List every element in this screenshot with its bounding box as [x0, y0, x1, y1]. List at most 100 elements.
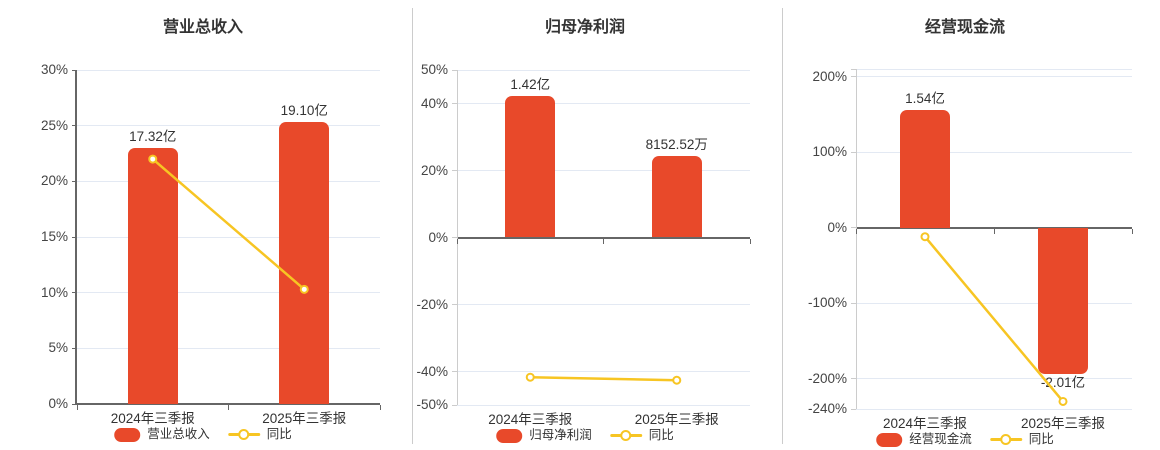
gridline	[77, 125, 380, 127]
y-axis-tick-label: -200%	[807, 370, 847, 386]
gridline	[77, 292, 380, 294]
x-axis-tick	[1131, 228, 1133, 234]
legend-item-yoy-series[interactable]: 同比	[609, 428, 674, 443]
yoy-line-marker[interactable]	[1058, 396, 1068, 406]
gridline	[457, 371, 750, 372]
legend-line-icon	[227, 428, 260, 442]
y-axis-tick-label: 25%	[40, 117, 68, 133]
x-axis-category-label: 2025年三季报	[634, 412, 719, 427]
legend-bar-label: 营业总收入	[147, 427, 210, 441]
y-axis-tick-label: 0%	[428, 229, 448, 245]
gridline	[856, 408, 1132, 410]
yoy-line-marker[interactable]	[525, 372, 535, 382]
gridline	[77, 347, 380, 349]
x-axis-category-label: 2025年三季报	[1020, 416, 1106, 431]
yoy-line	[151, 157, 306, 291]
y-axis-tick-label: 10%	[40, 284, 68, 300]
y-axis-tick	[851, 76, 856, 78]
legend-item-yoy-series[interactable]: 同比	[227, 427, 292, 442]
bar-2025-q3[interactable]	[651, 155, 702, 238]
gridline	[457, 103, 750, 104]
legend-line-icon	[989, 433, 1022, 447]
bar-2024-q3[interactable]	[127, 147, 178, 404]
legend-item-yoy-series[interactable]: 同比	[989, 432, 1054, 447]
bar-value-label: 8152.52万	[645, 136, 708, 152]
gridline	[856, 151, 1132, 153]
yoy-line-marker[interactable]	[299, 284, 309, 294]
legend-bar-swatch	[876, 432, 903, 447]
y-axis-tick-label: 200%	[812, 68, 847, 84]
legend-bar-label: 归母净利润	[529, 428, 592, 442]
legend: 归母净利润 同比	[496, 428, 674, 443]
chart-title: 经营现金流	[924, 19, 1006, 36]
yoy-line-chart	[148, 154, 309, 294]
legend-item-bar-series[interactable]: 营业总收入	[114, 427, 210, 442]
bar-value-label: 19.10亿	[280, 103, 328, 119]
x-axis-tick	[228, 405, 229, 410]
x-axis-tick	[603, 238, 604, 244]
y-axis-tick	[452, 237, 457, 238]
x-axis-tick	[76, 405, 78, 410]
legend-bar-swatch	[496, 428, 523, 443]
bar-2024-q3[interactable]	[900, 109, 950, 228]
legend-line-ring	[237, 428, 249, 440]
y-axis-tick-label: 100%	[812, 144, 847, 160]
x-axis-category-label: 2024年三季报	[110, 411, 195, 426]
zero-axis-line	[77, 403, 380, 405]
legend-bar-swatch	[114, 427, 141, 442]
y-axis-tick	[851, 151, 856, 153]
legend-line-ring	[619, 429, 631, 441]
gridline	[856, 378, 1132, 380]
y-axis-tick	[72, 236, 77, 238]
y-axis-tick-label: 15%	[40, 229, 68, 244]
yoy-line-marker[interactable]	[672, 375, 682, 385]
panel-divider	[782, 8, 783, 444]
y-axis-tick	[72, 403, 77, 405]
y-axis-tick-label: 0%	[827, 219, 847, 235]
gridline	[457, 170, 750, 171]
zero-axis-line	[457, 236, 750, 239]
yoy-line-marker[interactable]	[148, 154, 158, 164]
y-axis-tick	[851, 68, 856, 70]
bar-value-label: 1.42亿	[510, 76, 551, 92]
yoy-line-marker[interactable]	[920, 232, 930, 242]
yoy-line	[923, 235, 1065, 403]
y-axis-tick	[72, 292, 77, 294]
y-axis-tick	[851, 227, 856, 229]
x-axis-category-label: 2024年三季报	[882, 416, 968, 431]
gridline	[77, 180, 380, 182]
y-axis-tick-label: 20%	[40, 173, 68, 189]
chart-title: 归母净利润	[544, 19, 626, 36]
y-axis-tick	[851, 408, 856, 410]
y-axis-tick	[72, 125, 77, 127]
legend-item-bar-series[interactable]: 归母净利润	[496, 428, 592, 443]
panel-divider	[412, 8, 413, 444]
bar-2024-q3[interactable]	[505, 95, 556, 238]
y-axis-tick	[452, 304, 457, 305]
y-axis-line	[457, 70, 458, 405]
y-axis-tick	[452, 170, 457, 171]
y-axis-tick-label: 20%	[420, 162, 448, 178]
yoy-line-chart	[920, 232, 1068, 406]
bar-2025-q3[interactable]	[1038, 227, 1088, 375]
y-axis-tick	[72, 347, 77, 349]
legend-yoy-label: 同比	[648, 428, 674, 442]
y-axis-tick-label: -40%	[416, 363, 448, 379]
gridline	[856, 76, 1132, 78]
gridline	[457, 69, 750, 71]
gridline	[77, 69, 380, 71]
y-axis-tick	[452, 69, 457, 71]
x-axis-tick	[993, 228, 995, 234]
y-axis-tick-label: -240%	[807, 401, 847, 416]
x-axis-tick	[855, 228, 857, 234]
y-axis-tick	[452, 103, 457, 104]
yoy-line	[529, 375, 678, 382]
legend-item-bar-series[interactable]: 经营现金流	[876, 432, 972, 447]
y-axis-tick	[452, 371, 457, 372]
y-axis-tick-label: 40%	[420, 95, 448, 111]
gridline	[856, 68, 1132, 70]
bar-2025-q3[interactable]	[279, 122, 330, 404]
legend-line-ring	[999, 433, 1011, 445]
